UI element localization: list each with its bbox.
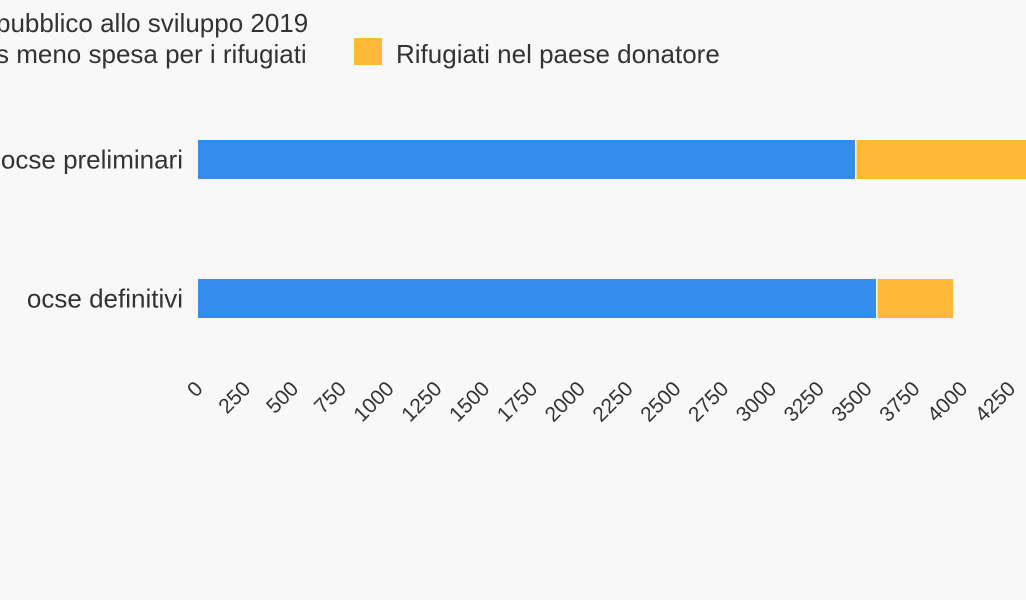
x-tick-label: 2500 <box>636 377 685 426</box>
x-tick-label: 3000 <box>732 377 781 426</box>
legend-series-2-label: Rifugiati nel paese donatore <box>396 39 720 69</box>
x-tick-label: 250 <box>214 377 255 418</box>
x-tick-label: 3250 <box>780 377 829 426</box>
legend-series-2-swatch <box>354 38 382 65</box>
x-tick-label: 1500 <box>445 377 494 426</box>
x-tick-label: 1750 <box>493 377 542 426</box>
bar-segment-series-1 <box>198 140 856 179</box>
x-tick-label: 500 <box>262 377 303 418</box>
x-tick-label: 750 <box>310 377 351 418</box>
x-tick-label: 1000 <box>349 377 398 426</box>
x-tick-label: 4000 <box>923 377 972 426</box>
x-tick-label: 3750 <box>875 377 924 426</box>
category-label: ocse preliminari <box>1 145 183 175</box>
bar-segment-series-2 <box>855 140 1026 179</box>
bar-segment-series-2 <box>876 279 954 318</box>
chart-title-line-1: pubblico allo sviluppo 2019 <box>0 8 308 38</box>
bar-segment-series-1 <box>198 279 877 318</box>
x-tick-label: 3500 <box>827 377 876 426</box>
x-tick-label: 4250 <box>971 377 1020 426</box>
x-tick-label: 2000 <box>541 377 590 426</box>
plot-area: ocse preliminari ocse definitivi 0 250 500 75… <box>1 140 1026 427</box>
x-tick-label: 2250 <box>588 377 637 426</box>
legend-series-1-label: s meno spesa per i rifugiati <box>0 39 307 69</box>
x-tick-label: 0 <box>183 377 208 402</box>
x-tick-label: 4500 <box>1019 377 1026 426</box>
x-tick-label: 2750 <box>684 377 733 426</box>
category-label: ocse definitivi <box>27 284 183 314</box>
x-tick-label: 1250 <box>397 377 446 426</box>
